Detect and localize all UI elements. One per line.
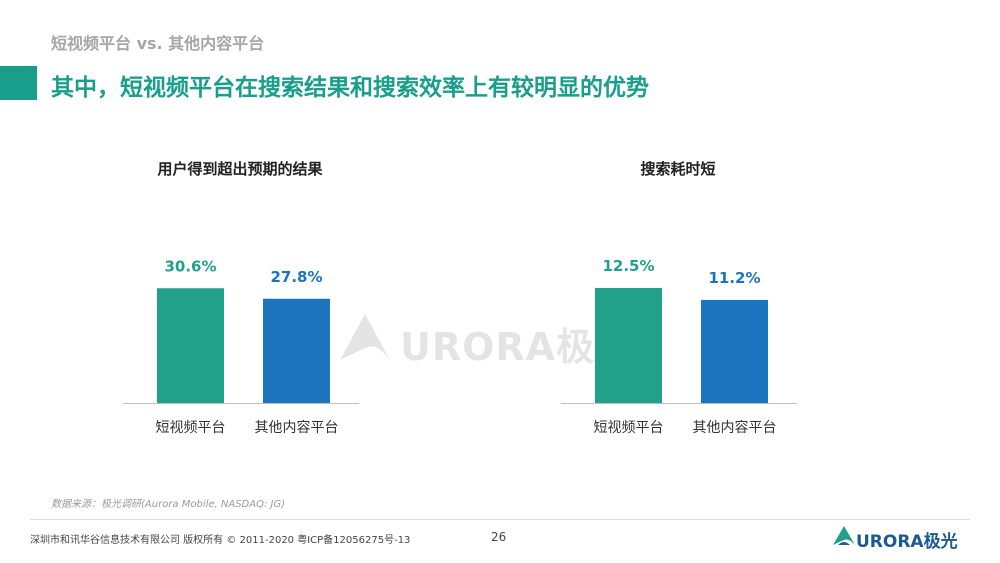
- copyright-text: 深圳市和讯华谷信息技术有限公司 版权所有 © 2011-2020 粤ICP备12…: [30, 535, 411, 546]
- page-subtitle: 短视频平台 vs. 其他内容平台: [51, 34, 265, 53]
- category-label: 其他内容平台: [693, 419, 777, 436]
- data-source-note: 数据来源：极光调研(Aurora Mobile, NASDAQ: JG): [51, 499, 286, 510]
- footer-divider: [30, 519, 970, 520]
- value-label: 12.5%: [602, 257, 654, 275]
- chart-user-expectations: 用户得到超出预期的结果 30.6% 短视频平台 27.8% 其他内容平台: [110, 150, 370, 450]
- category-label: 短视频平台: [156, 420, 226, 436]
- logo-text: URORA极光: [856, 532, 958, 552]
- title-accent-bar: [0, 66, 37, 100]
- watermark-text: URORA极光: [400, 325, 635, 369]
- watermark: URORA极光: [335, 308, 635, 369]
- page-headline: 其中，短视频平台在搜索结果和搜索效率上有较明显的优势: [51, 75, 649, 101]
- value-label: 30.6%: [164, 257, 216, 275]
- chart-title: 用户得到超出预期的结果: [157, 160, 323, 178]
- page-number: 26: [491, 530, 507, 544]
- bar-1: [595, 287, 662, 403]
- category-label: 其他内容平台: [255, 419, 339, 436]
- chart-plot: 30.6% 短视频平台 27.8% 其他内容平台: [123, 257, 359, 436]
- bar-2: [263, 298, 330, 403]
- chart-title: 搜索耗时短: [640, 160, 716, 178]
- aurora-logo-icon: [340, 314, 390, 360]
- category-label: 短视频平台: [594, 420, 664, 436]
- value-label: 27.8%: [270, 268, 322, 286]
- bar-2: [701, 299, 768, 403]
- chart-search-time: 搜索耗时短 12.5% 短视频平台 11.2% 其他内容平台: [548, 150, 808, 450]
- aurora-logo-icon: [833, 526, 855, 545]
- bar-1: [157, 288, 224, 403]
- chart-plot: 12.5% 短视频平台 11.2% 其他内容平台: [561, 257, 797, 436]
- footer-logo: URORA极光: [832, 524, 958, 552]
- value-label: 11.2%: [708, 269, 760, 287]
